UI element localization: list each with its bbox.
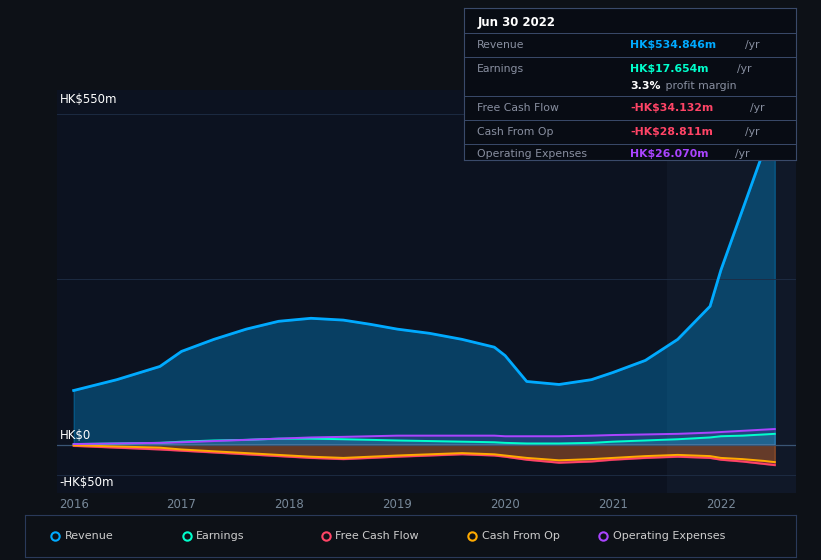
Text: Cash From Op: Cash From Op bbox=[481, 531, 559, 541]
Text: Free Cash Flow: Free Cash Flow bbox=[335, 531, 419, 541]
Text: Free Cash Flow: Free Cash Flow bbox=[477, 103, 559, 113]
Text: -HK$28.811m: -HK$28.811m bbox=[631, 127, 713, 137]
Text: HK$0: HK$0 bbox=[60, 428, 91, 442]
Text: Cash From Op: Cash From Op bbox=[477, 127, 553, 137]
Text: HK$534.846m: HK$534.846m bbox=[631, 40, 716, 50]
Text: -HK$34.132m: -HK$34.132m bbox=[631, 103, 713, 113]
Text: /yr: /yr bbox=[750, 103, 764, 113]
Text: Earnings: Earnings bbox=[196, 531, 245, 541]
Text: Revenue: Revenue bbox=[65, 531, 113, 541]
Text: 3.3%: 3.3% bbox=[631, 81, 661, 91]
Text: Earnings: Earnings bbox=[477, 64, 525, 74]
Text: HK$26.070m: HK$26.070m bbox=[631, 148, 709, 158]
Text: Jun 30 2022: Jun 30 2022 bbox=[477, 16, 555, 29]
Text: /yr: /yr bbox=[745, 127, 759, 137]
Text: HK$550m: HK$550m bbox=[60, 94, 117, 106]
Text: /yr: /yr bbox=[736, 64, 751, 74]
Text: -HK$50m: -HK$50m bbox=[60, 476, 114, 489]
Text: profit margin: profit margin bbox=[662, 81, 736, 91]
Text: /yr: /yr bbox=[745, 40, 759, 50]
Text: Operating Expenses: Operating Expenses bbox=[612, 531, 725, 541]
Text: HK$17.654m: HK$17.654m bbox=[631, 64, 709, 74]
Bar bbox=[667, 90, 796, 493]
Text: Revenue: Revenue bbox=[477, 40, 525, 50]
Text: /yr: /yr bbox=[735, 148, 750, 158]
Text: Operating Expenses: Operating Expenses bbox=[477, 148, 587, 158]
